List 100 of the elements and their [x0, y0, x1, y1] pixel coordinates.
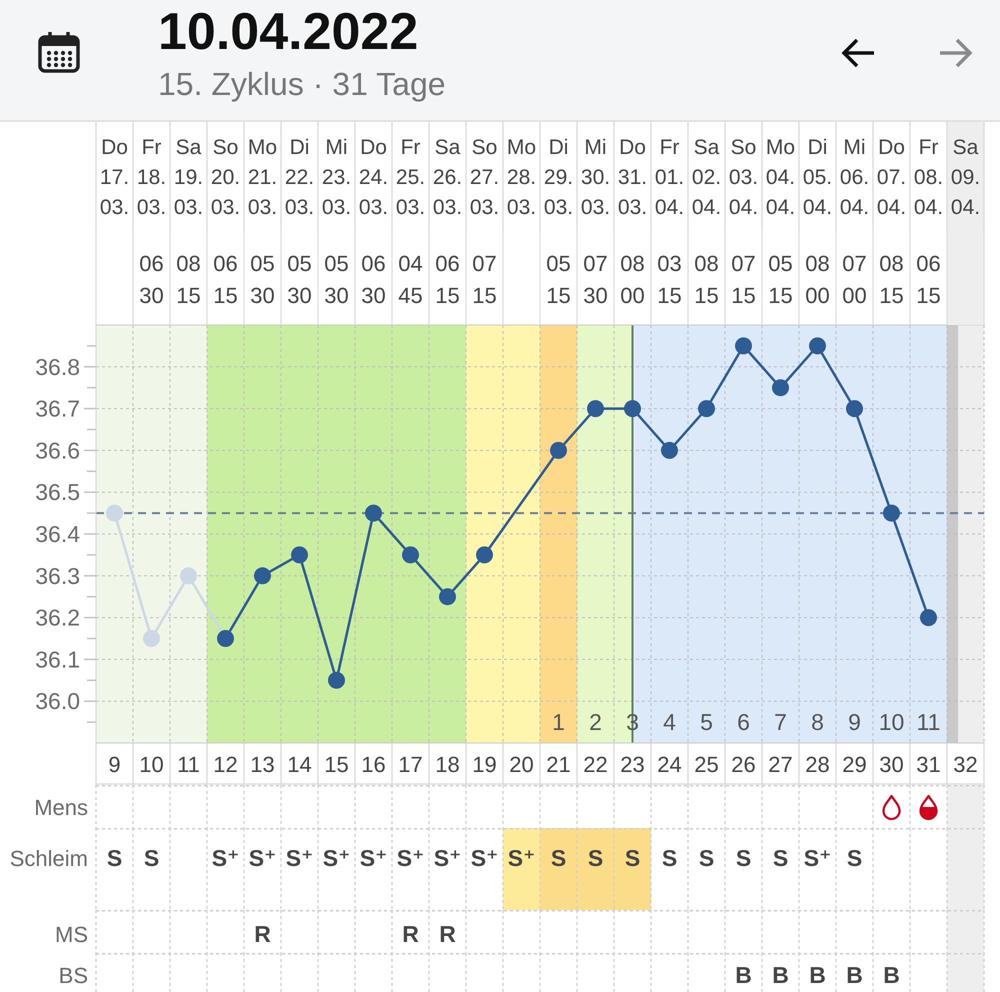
category-label: S [106, 845, 122, 871]
category-label: 07 15 [731, 250, 756, 308]
x2-tick-label: Mo 28. 03. [506, 136, 536, 218]
category-label: 04 45 [398, 250, 423, 308]
x-tick-label: 12 [213, 752, 238, 776]
annotation: 11 [916, 709, 940, 735]
x2-tick-label: Di 29. 03. [544, 136, 574, 218]
x-tick-label: 16 [361, 752, 386, 776]
chart-title: 10.04.2022 [158, 2, 418, 62]
y-tick-label: 36.4 [35, 521, 80, 547]
category-label: 07 30 [583, 250, 608, 308]
y-tick-label: 36.3 [35, 562, 80, 589]
category-label: B [735, 962, 752, 988]
annotation: 7 [774, 709, 787, 735]
x2-tick-label: Do 31. 03. [618, 136, 648, 218]
category-label: 08 00 [805, 250, 830, 308]
category-label: S [736, 845, 752, 871]
x-tick-label: 21 [546, 752, 571, 776]
x2-tick-label: Sa 02. 04. [692, 136, 722, 218]
category-label: 06 15 [435, 250, 460, 308]
text: Schleim [10, 846, 88, 870]
category-label: S⁺ [470, 845, 498, 871]
category-label: 05 15 [768, 250, 793, 308]
x2-tick-label: Do 24. 03. [358, 136, 388, 218]
x2-tick-label: Sa 26. 03. [432, 136, 462, 218]
x-tick-label: 30 [879, 752, 904, 776]
x-tick-label: 10 [139, 752, 164, 776]
category-label: S⁺ [434, 845, 462, 871]
x2-tick-label: Fr 01. 04. [654, 136, 684, 218]
x-tick-label: 17 [398, 752, 423, 776]
category-label: S⁺ [212, 845, 240, 871]
x2-tick-label: Sa 09. 04. [950, 136, 980, 218]
y-tick-label: 36.8 [35, 354, 80, 380]
x-tick-label: 22 [583, 752, 608, 776]
category-label: 06 30 [139, 250, 164, 308]
category-label: 08 00 [620, 250, 645, 308]
x2-tick-label: Fr 18. 03. [136, 136, 166, 218]
text: MS [55, 922, 88, 946]
category-label: S⁺ [248, 845, 276, 871]
annotation: 5 [700, 709, 713, 735]
x-tick-label: 23 [620, 752, 645, 776]
x2-tick-label: Mi 06. 04. [840, 136, 870, 218]
annotation: 4 [663, 709, 676, 735]
x-tick-label: 14 [287, 752, 312, 776]
x-tick-label: 18 [435, 752, 460, 776]
category-label: S⁺ [396, 845, 424, 871]
category-label: S⁺ [508, 845, 536, 871]
x-tick-label: 20 [509, 752, 534, 776]
category-label: 08 15 [176, 250, 201, 308]
x-tick-label: 15 [324, 752, 349, 776]
category-label: S [662, 845, 678, 871]
category-label: S [698, 845, 714, 871]
category-label: 05 30 [287, 250, 312, 308]
category-label: S⁺ [804, 845, 832, 871]
x2-tick-label: Di 22. 03. [284, 136, 314, 218]
category-label: 08 15 [694, 250, 719, 308]
x-tick-label: 11 [177, 752, 200, 776]
category-label: S [772, 845, 788, 871]
y-tick-label: 36.0 [35, 688, 80, 714]
annotation: 10 [878, 709, 904, 735]
y-tick-label: 36.2 [35, 604, 80, 631]
x2-tick-label: Mo 21. 03. [248, 136, 278, 218]
x-tick-label: 32 [953, 752, 978, 776]
category-label: 05 15 [546, 250, 571, 308]
category-label: S⁺ [286, 845, 314, 871]
category-label: 07 00 [842, 250, 867, 308]
y-tick-label: 36.1 [35, 646, 80, 672]
x-tick-label: 28 [805, 752, 830, 776]
category-label: S [588, 845, 604, 871]
x2-tick-label: Do 17. 03. [100, 136, 130, 218]
category-label: S [624, 845, 640, 871]
category-label: 08 15 [879, 250, 904, 308]
x2-tick-label: Mo 04. 04. [766, 136, 796, 218]
category-label: 07 15 [472, 250, 497, 308]
y-tick-label: 36.5 [35, 479, 80, 506]
x-tick-label: 13 [250, 752, 275, 776]
category-label: S [550, 845, 566, 871]
category-label: S [846, 845, 862, 871]
text: BS [58, 962, 88, 988]
category-label: R [254, 921, 272, 947]
x2-tick-label: Fr 25. 03. [396, 136, 426, 218]
y-tick-label: 36.7 [35, 396, 80, 422]
y-tick-label: 36.6 [35, 437, 80, 464]
category-label: 03 15 [657, 250, 682, 308]
category-label: R [402, 921, 420, 947]
annotation: 9 [848, 709, 861, 735]
chart-subtitle: 15. Zyklus · 31 Tage [158, 65, 446, 104]
category-label: 06 30 [361, 250, 386, 308]
x2-tick-label: So 20. 03. [210, 136, 240, 218]
category-label: S⁺ [322, 845, 350, 871]
category-label: S⁺ [360, 845, 388, 871]
annotation: 2 [589, 709, 602, 735]
x-tick-label: 24 [657, 752, 682, 776]
x-tick-label: 26 [731, 752, 756, 776]
x-tick-label: 31 [916, 752, 941, 776]
x-tick-label: 25 [694, 752, 719, 776]
x2-tick-label: So 27. 03. [470, 136, 500, 218]
x2-tick-label: Sa 19. 03. [174, 136, 204, 218]
category-label: B [883, 962, 900, 988]
x2-tick-label: Fr 08. 04. [914, 136, 944, 218]
